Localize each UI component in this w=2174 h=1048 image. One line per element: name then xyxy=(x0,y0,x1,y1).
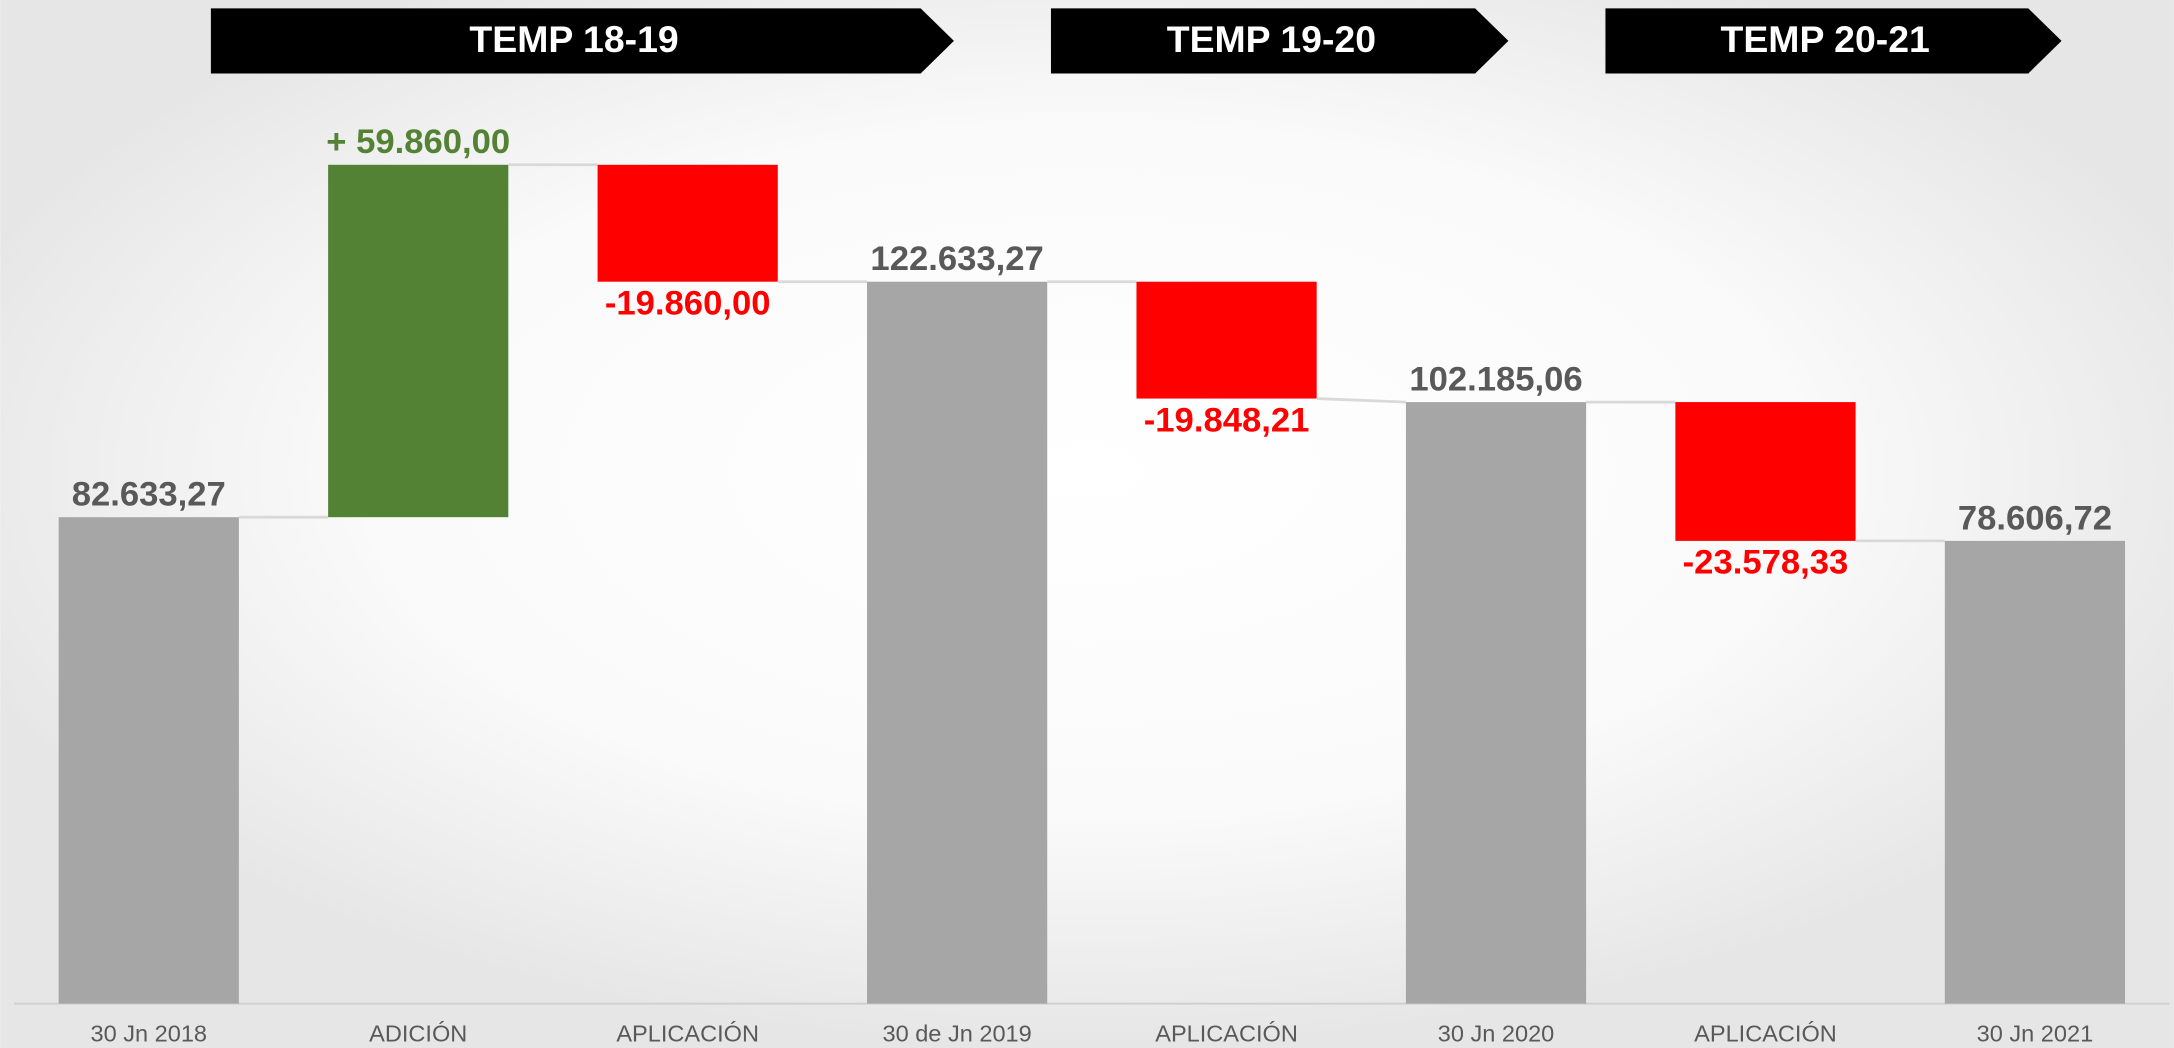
value-label: 122.633,27 xyxy=(870,240,1043,278)
value-label: 82.633,27 xyxy=(72,476,226,514)
connector xyxy=(1316,397,1406,404)
x-tick-label: 30 Jn 2021 xyxy=(1977,1021,2094,1047)
value-label: 78.606,72 xyxy=(1958,499,2112,537)
x-tick-label: APLICACIÓN xyxy=(616,1021,759,1047)
bar xyxy=(328,164,509,518)
x-tick-label: 30 de Jn 2019 xyxy=(882,1021,1031,1047)
value-label: -19.860,00 xyxy=(605,284,771,322)
value-label: -23.578,33 xyxy=(1683,544,1849,582)
period-banner xyxy=(210,8,954,74)
value-label: -19.848,21 xyxy=(1144,401,1310,439)
bar xyxy=(58,517,239,1004)
x-tick-label: APLICACIÓN xyxy=(1694,1021,1837,1047)
bar xyxy=(1944,540,2126,1004)
x-tick-label: APLICACIÓN xyxy=(1155,1021,1298,1047)
bar xyxy=(1675,402,1856,541)
x-tick-label: 30 Jn 2020 xyxy=(1438,1021,1555,1047)
bar xyxy=(867,281,1048,1004)
period-banner xyxy=(1050,8,1509,74)
period-banner xyxy=(1605,8,2062,74)
period-label: TEMP 20-21 xyxy=(1721,18,1930,60)
period-label: TEMP 19-20 xyxy=(1167,18,1376,60)
value-label: + 59.860,00 xyxy=(326,123,510,161)
value-label: 102.185,06 xyxy=(1409,360,1582,398)
bar xyxy=(597,164,778,282)
bar xyxy=(1405,402,1587,1004)
x-tick-label: ADICIÓN xyxy=(369,1021,467,1047)
bar xyxy=(1136,281,1317,399)
period-label: TEMP 18-19 xyxy=(469,18,678,60)
x-tick-label: 30 Jn 2018 xyxy=(91,1021,208,1047)
